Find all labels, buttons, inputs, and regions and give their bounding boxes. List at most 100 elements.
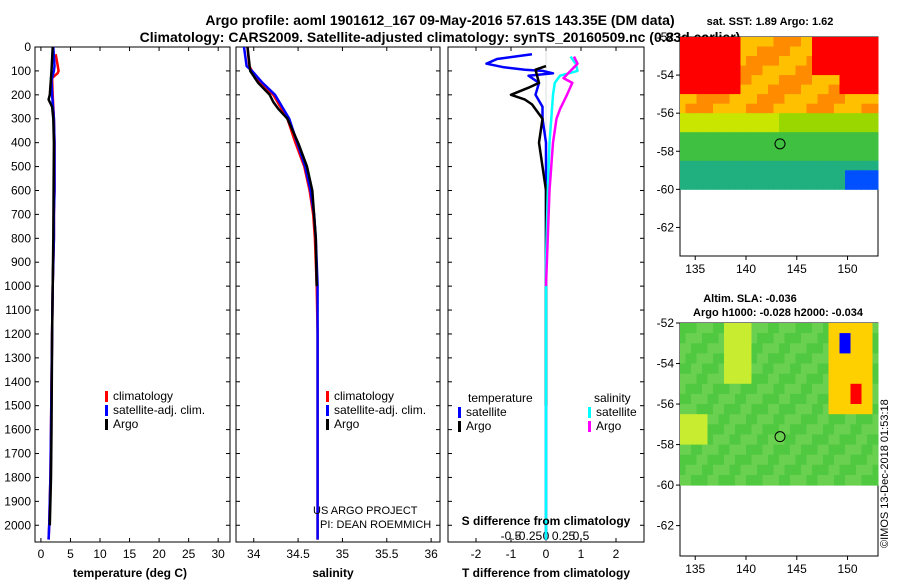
sst_map-cell	[839, 94, 846, 105]
sla_map-cell	[773, 464, 780, 476]
sst-map-title: sat. SST: 1.89 Argo: 1.62	[707, 16, 834, 28]
sst_map-cell	[817, 132, 824, 143]
sla_map-cell	[762, 424, 769, 435]
sst_map-cell	[856, 122, 862, 133]
sla_map-cell	[729, 333, 736, 344]
sst_map-cell	[740, 65, 747, 76]
sla_map-cell	[735, 475, 741, 486]
sst_map-cell	[801, 141, 807, 152]
sst_map-cell	[823, 103, 829, 114]
sla_map-cell	[845, 424, 851, 435]
sla_map-cell	[713, 393, 719, 405]
sla_map-cell	[768, 414, 774, 425]
sla_map-cell	[740, 434, 747, 445]
sla_map-cell	[724, 393, 730, 405]
sst_map-cell	[718, 94, 725, 105]
sst_map-cell	[867, 84, 873, 95]
sla_map-cell	[729, 475, 736, 486]
sst_map-cell	[812, 37, 818, 47]
sla_map-cell	[823, 475, 829, 486]
sst_map-x-tick-label: 150	[838, 262, 858, 276]
sst_map-cell	[757, 75, 763, 86]
sst_map-cell	[680, 151, 686, 162]
sla_map-cell	[685, 475, 692, 486]
sst_map-cell	[691, 46, 697, 57]
sst_map-y-tick-label: -58	[657, 144, 675, 158]
sla_map-cell	[779, 454, 785, 466]
sst_map-cell	[713, 113, 719, 124]
sla_map-cell	[812, 323, 818, 334]
sst_map-cell	[707, 46, 714, 57]
sla_map-cell	[856, 333, 862, 344]
sla_map-cell	[850, 353, 857, 364]
sla_map-cell	[790, 393, 796, 405]
sst_map-cell	[834, 46, 840, 57]
sla_map-cell	[850, 333, 857, 344]
sst_map-cell	[850, 122, 857, 133]
sla_map-cell	[856, 454, 862, 466]
sst_map-cell	[773, 75, 780, 86]
sla_map-cell	[779, 444, 785, 456]
sla_map-x-tick-label: 145	[787, 562, 807, 576]
sla_map-cell	[784, 464, 791, 476]
sst_map-cell	[812, 56, 818, 66]
sst_map-cell	[834, 56, 840, 66]
salinity-panel: 34 34.5 35 35.5 36 climatologysatellite-adj. …	[235, 46, 441, 561]
sla_map-cell	[784, 393, 791, 405]
sla_map-cell	[685, 434, 692, 445]
sla_map-cell	[850, 373, 857, 385]
sla_map-cell	[872, 393, 879, 405]
sla_map-cell	[746, 333, 752, 344]
sst_map-cell	[850, 113, 857, 124]
depth-tick-label: 300	[11, 112, 31, 126]
sla_map-cell	[828, 424, 835, 435]
sst_map-cell	[718, 113, 725, 124]
sla_map-cell	[872, 353, 879, 364]
sla_map-cell	[845, 475, 851, 486]
sla_map-cell	[757, 373, 763, 385]
sst_map-cell	[806, 132, 813, 143]
sst_map-cell	[696, 132, 703, 143]
sst_map-cell	[817, 46, 824, 57]
sla_map-cell	[707, 464, 714, 476]
sla_map-cell	[856, 404, 862, 415]
sst_map-cell	[872, 84, 879, 95]
sst_map-cell	[856, 160, 862, 171]
sst_map-cell	[702, 179, 708, 190]
sla_map-cell	[751, 404, 758, 415]
sst_map-cell	[850, 141, 857, 152]
sla_map-cell	[823, 373, 829, 385]
sst_map-cell	[702, 94, 708, 105]
sla_map-cell	[680, 424, 686, 435]
legend-swatch-climatology	[105, 391, 108, 402]
sla_map-cell	[839, 434, 846, 445]
sst_map-cell	[685, 65, 692, 76]
sla_map-cell	[680, 464, 686, 476]
sst_map-cell	[746, 179, 752, 190]
sst_map-cell	[839, 132, 846, 143]
sst_map-cell	[691, 56, 697, 66]
sla_map-cell	[845, 383, 851, 395]
sla_map-cell	[823, 424, 829, 435]
sla_map-cell	[845, 454, 851, 466]
sla_map-cell	[817, 343, 824, 354]
sla_map-cell	[707, 353, 714, 364]
sst_map-cell	[795, 122, 802, 133]
sst_map-cell	[845, 122, 851, 133]
legend-label-argo: Argo	[334, 417, 360, 431]
sla_map-cell	[795, 434, 802, 445]
salinity-axis-label: salinity	[312, 566, 354, 580]
sla_map-cell	[751, 323, 758, 334]
sla_map-cell	[702, 373, 708, 385]
sla_map-cell	[751, 444, 758, 456]
sla_map-cell	[740, 444, 747, 456]
sla_map-cell	[685, 393, 692, 405]
sla_map-cell	[867, 353, 873, 364]
sst_map-cell	[762, 94, 769, 105]
sla_map-x-tick-label: 150	[838, 562, 858, 576]
sst_map-cell	[867, 122, 873, 133]
sla_map-cell	[784, 414, 791, 425]
sla_map-cell	[718, 323, 725, 334]
legend-swatch-satellite	[326, 405, 329, 416]
